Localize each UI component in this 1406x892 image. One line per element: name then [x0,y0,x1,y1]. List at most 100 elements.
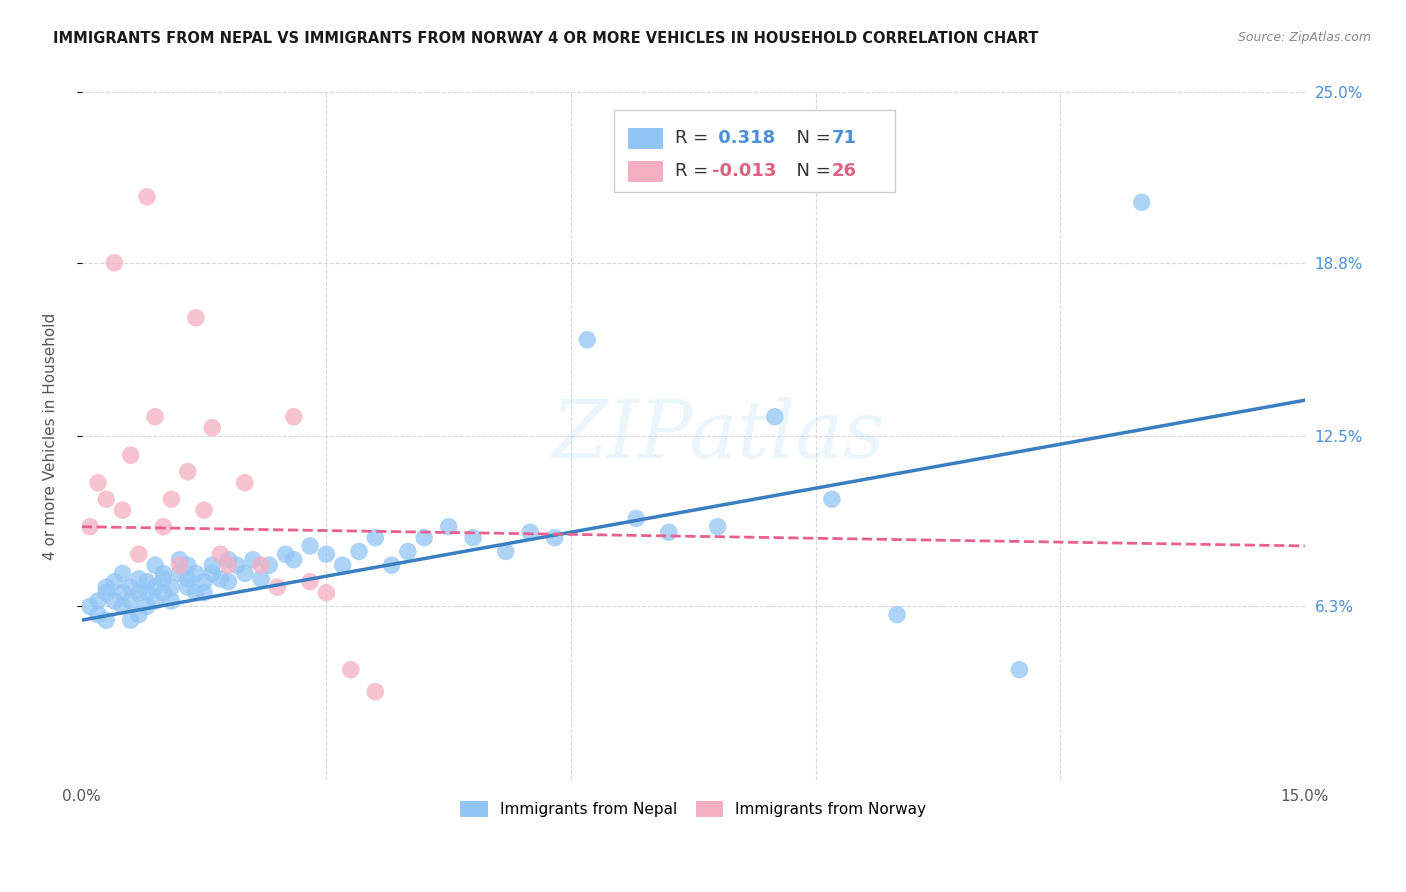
Point [886,607,908,622]
Point [218,558,240,573]
Point [120,448,142,462]
Point [437,519,460,533]
Point [299,539,322,553]
Point [128,572,150,586]
Point [184,585,207,599]
Point [160,594,183,608]
Point [495,544,517,558]
Text: IMMIGRANTS FROM NEPAL VS IMMIGRANTS FROM NORWAY 4 OR MORE VEHICLES IN HOUSEHOLD : IMMIGRANTS FROM NEPAL VS IMMIGRANTS FROM… [53,31,1039,46]
Point [658,525,681,540]
Point [201,566,224,581]
Point [143,558,166,573]
Text: 0.318: 0.318 [711,129,775,147]
Point [763,409,786,424]
Point [136,599,159,614]
Point [169,558,191,573]
Point [233,475,256,490]
Point [274,547,297,561]
Point [259,558,281,573]
Point [233,566,256,581]
Point [87,607,110,622]
Point [128,585,150,599]
Point [250,558,273,573]
Point [136,190,159,204]
Text: ZIPatlas: ZIPatlas [551,397,884,475]
Point [128,547,150,561]
Text: N =: N = [785,129,837,147]
Point [143,594,166,608]
Point [209,572,232,586]
Text: -0.013: -0.013 [711,162,776,180]
Point [169,566,191,581]
FancyBboxPatch shape [614,110,896,192]
Point [201,558,224,573]
Point [218,574,240,589]
Point [380,558,402,573]
Point [209,547,232,561]
Point [152,572,174,586]
Point [120,594,142,608]
Point [1008,663,1031,677]
Point [143,409,166,424]
Point [87,594,110,608]
Point [120,580,142,594]
Point [96,585,118,599]
Text: Source: ZipAtlas.com: Source: ZipAtlas.com [1237,31,1371,45]
Point [111,503,134,517]
Point [111,585,134,599]
Point [177,465,200,479]
Point [120,613,142,627]
Point [111,566,134,581]
Point [79,519,101,533]
Point [96,492,118,507]
Point [225,558,247,573]
Point [315,585,337,599]
Point [543,531,565,545]
Point [96,613,118,627]
Text: N =: N = [785,162,837,180]
Point [160,492,183,507]
FancyBboxPatch shape [628,128,662,149]
Point [136,585,159,599]
Point [283,409,305,424]
Point [184,310,207,325]
Point [128,607,150,622]
Point [576,333,599,347]
Point [103,256,125,270]
Point [299,574,322,589]
Point [193,585,215,599]
Point [242,552,264,566]
Point [250,572,273,586]
Point [218,552,240,566]
Y-axis label: 4 or more Vehicles in Household: 4 or more Vehicles in Household [44,312,58,559]
Point [169,552,191,566]
Legend: Immigrants from Nepal, Immigrants from Norway: Immigrants from Nepal, Immigrants from N… [454,796,932,823]
Text: 26: 26 [831,162,856,180]
Point [340,663,363,677]
FancyBboxPatch shape [628,161,662,182]
Point [624,511,647,525]
Point [111,599,134,614]
Point [177,558,200,573]
Point [152,566,174,581]
Point [152,519,174,533]
Point [160,580,183,594]
Point [315,547,337,561]
Point [1130,195,1153,210]
Text: R =: R = [675,162,714,180]
Point [79,599,101,614]
Text: R =: R = [675,129,714,147]
Text: 71: 71 [831,129,856,147]
Point [519,525,541,540]
Point [177,580,200,594]
Point [143,580,166,594]
Point [136,574,159,589]
Point [706,519,728,533]
Point [396,544,419,558]
Point [193,574,215,589]
Point [413,531,436,545]
Point [364,684,387,698]
Point [152,585,174,599]
Point [821,492,844,507]
Point [177,572,200,586]
